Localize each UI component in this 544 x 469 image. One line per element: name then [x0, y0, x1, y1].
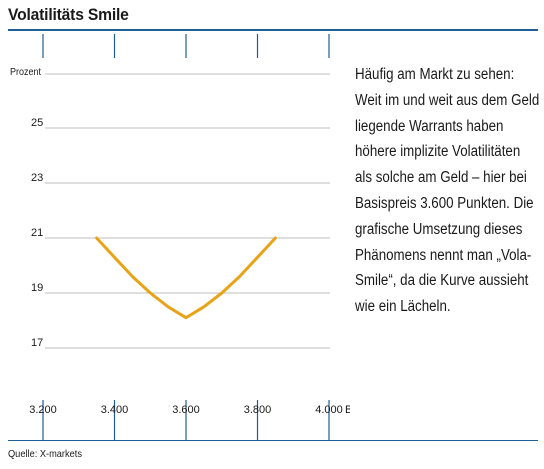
x-tick-label: 3.800: [244, 404, 272, 416]
volatility-chart: 25 23 21 19 17 3.200 3.400 3.600 3.800 4.000Basi…: [10, 34, 350, 440]
x-tick-labels: 3.200 3.400 3.600 3.800 4.000Basispreis: [29, 404, 350, 416]
y-axis-label: Prozent: [10, 67, 41, 79]
x-axis-label: Basispreis: [345, 404, 350, 416]
smile-curve: [95, 236, 277, 320]
series-group: [95, 236, 277, 320]
title-rule: [8, 29, 538, 31]
chart-title: Volatilitäts Smile: [8, 5, 129, 24]
y-tick-label: 25: [31, 117, 43, 129]
grid-lines: [42, 34, 330, 440]
y-tick-label: 21: [31, 227, 43, 239]
description-text: Häufig am Markt zu sehen: Weit im und we…: [355, 66, 540, 316]
x-tick-label: 4.000: [315, 404, 343, 416]
x-tick-label: 3.200: [29, 404, 57, 416]
x-tick-label: 3.600: [172, 404, 200, 416]
source-note: Quelle: X-markets: [8, 448, 82, 460]
y-tick-labels: 25 23 21 19 17: [31, 117, 43, 349]
y-tick-label: 23: [31, 172, 43, 184]
bottom-rule: [8, 440, 538, 441]
y-tick-label: 17: [31, 337, 43, 349]
x-tick-label: 3.400: [101, 404, 129, 416]
y-tick-label: 19: [31, 282, 43, 294]
